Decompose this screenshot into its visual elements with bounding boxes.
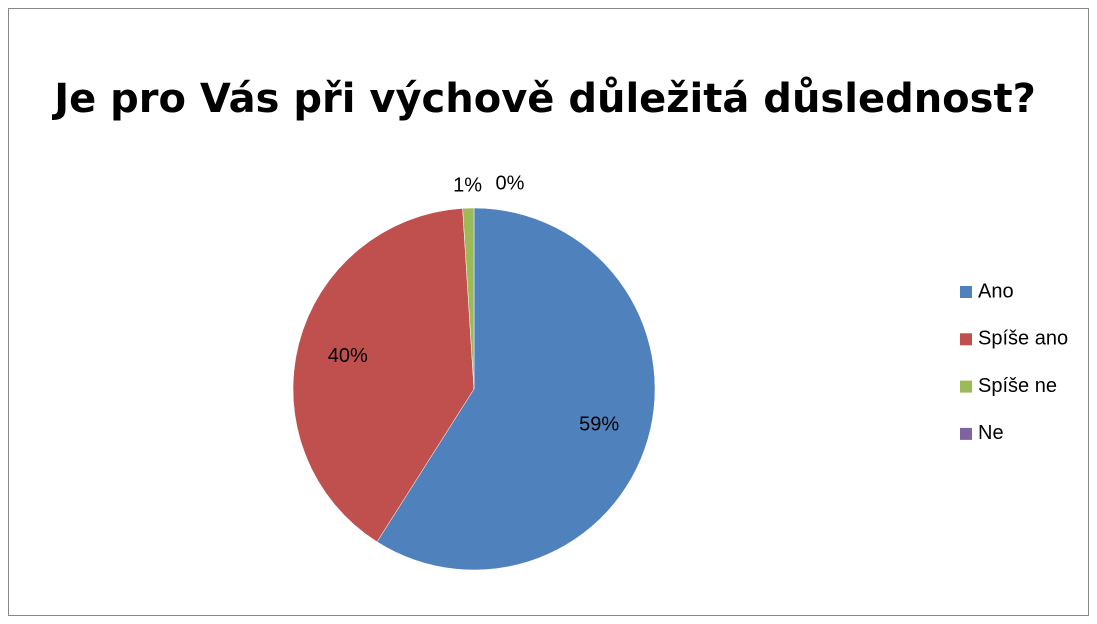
data-label: 0% [496, 172, 525, 194]
pie-slice [376, 207, 656, 571]
legend-label: Ne [978, 422, 1004, 444]
pie-slice [292, 208, 475, 543]
legend-label: Spíše ne [978, 375, 1057, 397]
legend-swatch [960, 333, 972, 346]
legend-swatch [960, 380, 972, 393]
legend-swatch [960, 427, 972, 440]
pie-slice [462, 207, 475, 390]
data-label: 1% [453, 174, 482, 196]
legend-label: Spíše ano [978, 328, 1068, 350]
data-label: 40% [328, 345, 368, 367]
legend-swatch [960, 286, 972, 298]
chart-title: Je pro Vás při výchově důležitá důsledno… [51, 75, 1036, 122]
data-label: 59% [579, 414, 619, 436]
legend-label: Ano [978, 280, 1014, 302]
